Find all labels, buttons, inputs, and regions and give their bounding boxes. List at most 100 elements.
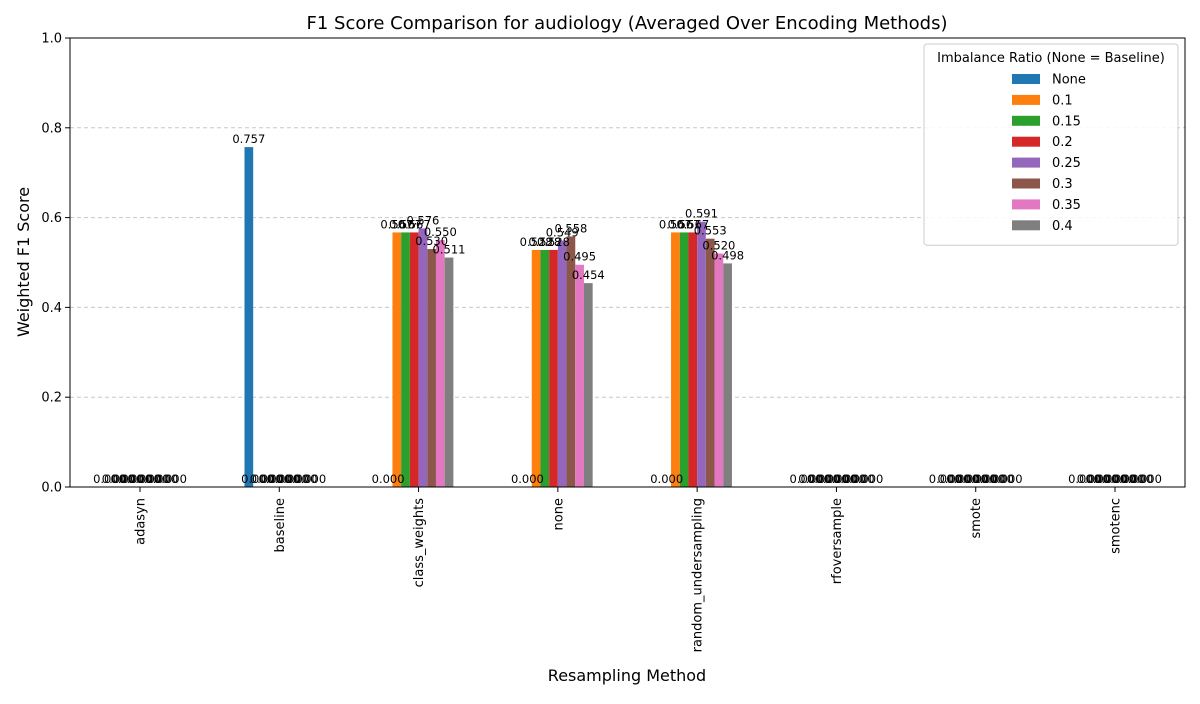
data-label: 0.000 [955, 472, 988, 486]
bar [444, 257, 454, 487]
data-label: 0.000 [119, 472, 152, 486]
bar [409, 232, 419, 487]
legend-swatch [1012, 74, 1040, 84]
data-label: 0.567 [659, 217, 692, 231]
data-label: 0.000 [972, 472, 1005, 486]
legend-entry-label: 0.3 [1052, 177, 1073, 192]
legend: Imbalance Ratio (None = Baseline) None 0.1… [923, 43, 1179, 246]
chart-title: F1 Score Comparison for audiology (Avera… [306, 13, 947, 34]
data-label: 0.567 [668, 217, 701, 231]
data-label: 0.000 [824, 472, 857, 486]
data-label: 0.567 [380, 217, 413, 231]
legend-entry-label: None [1052, 73, 1086, 88]
legend-swatch [1012, 220, 1040, 231]
bar [531, 249, 541, 487]
data-label: 0.000 [137, 472, 170, 486]
x-axis-label: Resampling Method [548, 666, 706, 685]
data-label: 0.498 [711, 248, 744, 262]
data-label: 0.550 [424, 225, 457, 239]
data-label: 0.000 [1094, 472, 1127, 486]
data-label: 0.520 [702, 239, 735, 253]
bar [688, 232, 698, 487]
legend-swatch [1012, 199, 1040, 210]
bar [549, 249, 558, 487]
x-tick-label: smote [969, 498, 984, 539]
data-label: 0.000 [128, 472, 161, 486]
data-label: 0.000 [102, 472, 135, 486]
bar [557, 240, 567, 487]
legend-swatch [1012, 115, 1040, 126]
data-label: 0.000 [1129, 472, 1162, 486]
data-label: 0.567 [676, 217, 709, 231]
data-label: 0.000 [650, 472, 683, 486]
y-tick-label: 0.0 [41, 481, 62, 496]
x-tick-label: class_weights [412, 498, 427, 588]
data-label: 0.000 [276, 472, 309, 486]
data-label: 0.000 [807, 472, 840, 486]
legend-entry-label: 0.4 [1052, 219, 1073, 234]
bar [244, 147, 254, 487]
bar [575, 264, 584, 487]
y-tick-label: 1.0 [41, 32, 62, 47]
data-label: 0.000 [154, 472, 187, 486]
data-label: 0.000 [241, 472, 274, 486]
data-label: 0.000 [1068, 472, 1101, 486]
data-label: 0.000 [929, 472, 962, 486]
x-tick-label: rfoversample [830, 498, 845, 584]
legend-swatch [1012, 178, 1040, 189]
legend-entry-label: 0.25 [1052, 156, 1081, 171]
bar [392, 232, 402, 487]
data-label: 0.000 [850, 472, 883, 486]
data-label: 0.454 [572, 268, 605, 282]
data-label: 0.591 [685, 207, 718, 221]
data-label: 0.000 [110, 472, 143, 486]
data-label: 0.000 [842, 472, 875, 486]
data-label: 0.000 [372, 472, 405, 486]
data-label: 0.000 [1112, 472, 1145, 486]
x-tick-label: none [551, 498, 566, 530]
y-tick-label: 0.4 [41, 301, 62, 316]
legend-entry-label: 0.2 [1052, 135, 1073, 150]
x-tick-label: smotenc [1109, 498, 1124, 554]
legend-entry-label: 0.1 [1052, 93, 1073, 108]
legend-box [923, 43, 1179, 246]
data-label: 0.000 [1085, 472, 1118, 486]
data-label: 0.000 [258, 472, 291, 486]
x-tick-label: random_undersampling [691, 498, 706, 652]
data-label: 0.549 [546, 225, 579, 239]
bar [435, 240, 445, 487]
data-label: 0.000 [1103, 472, 1136, 486]
y-tick-label: 0.6 [41, 211, 62, 226]
grid-layer [70, 127, 1185, 398]
legend-swatch [1012, 157, 1040, 168]
bar [427, 249, 436, 487]
data-label: 0.000 [250, 472, 283, 486]
data-label: 0.000 [790, 472, 823, 486]
x-tick-label: baseline [273, 498, 288, 552]
data-label: 0.000 [285, 472, 318, 486]
data-label: 0.528 [520, 235, 553, 249]
data-label: 0.553 [694, 224, 727, 238]
legend-entry-label: 0.15 [1052, 114, 1081, 129]
bar [697, 221, 706, 488]
bar [401, 232, 410, 487]
data-label: 0.528 [537, 235, 570, 249]
bar [714, 253, 724, 487]
data-label: 0.000 [1120, 472, 1153, 486]
bar [583, 283, 593, 487]
legend-swatch [1012, 94, 1040, 105]
y-axis-label: Weighted F1 Score [14, 187, 33, 337]
plot-frame [69, 37, 1186, 488]
data-label: 0.000 [981, 472, 1014, 486]
data-label: 0.567 [398, 217, 431, 231]
bar [566, 236, 576, 487]
data-label: 0.576 [406, 213, 439, 227]
data-label: 0.000 [833, 472, 866, 486]
data-label: 0.000 [145, 472, 178, 486]
bars-layer [244, 147, 732, 488]
data-label: 0.511 [433, 243, 466, 257]
data-label: 0.000 [293, 472, 326, 486]
data-label: 0.567 [389, 217, 422, 231]
